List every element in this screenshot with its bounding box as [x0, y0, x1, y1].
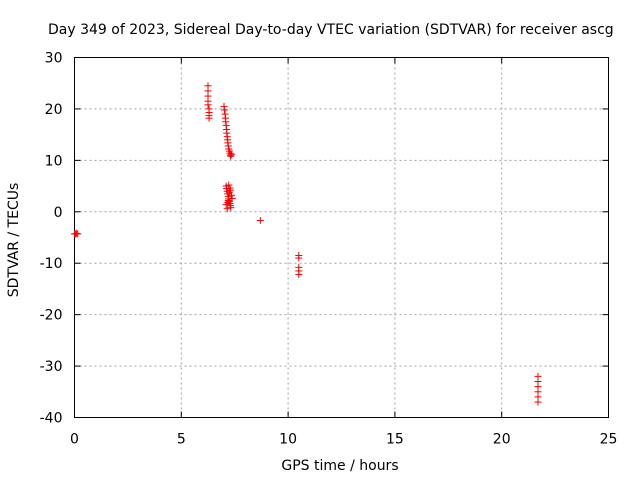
data-point	[295, 254, 303, 262]
data-point	[204, 101, 212, 109]
y-axis-label: SDTVAR / TECUs	[6, 183, 22, 298]
y-tick-label: -40	[40, 411, 63, 427]
data-point	[227, 150, 235, 158]
grid	[74, 57, 609, 418]
data-point	[534, 398, 542, 406]
data-point	[224, 196, 232, 204]
y-tick-label: 10	[45, 153, 63, 169]
data-point	[227, 204, 235, 212]
x-tick-label: 10	[279, 432, 297, 448]
data-point	[223, 205, 231, 213]
data-point	[295, 271, 303, 279]
y-tick-label: -30	[40, 359, 63, 375]
y-tick-label: -20	[40, 308, 63, 324]
x-axis-label: GPS time / hours	[281, 458, 398, 474]
y-tick-label: 0	[54, 205, 63, 221]
x-tick-label: 0	[70, 432, 79, 448]
y-tick-label: 20	[45, 102, 63, 118]
chart-title: Day 349 of 2023, Sidereal Day-to-day VTE…	[48, 22, 614, 38]
data-point	[222, 201, 230, 209]
data-point	[225, 181, 233, 189]
data-points	[71, 82, 542, 406]
y-tick-label: 30	[45, 51, 63, 67]
axis-ticks: 0 5 10 15 20 25 -40 -30 -20 -10 0 10 20 30	[40, 51, 618, 448]
data-point	[73, 229, 81, 237]
data-point	[220, 106, 228, 114]
data-point	[228, 194, 236, 202]
plot-frame	[74, 57, 609, 418]
data-point	[256, 217, 264, 225]
x-tick-label: 15	[386, 432, 404, 448]
data-point	[227, 191, 235, 199]
data-point	[74, 230, 82, 238]
x-tick-label: 20	[493, 432, 511, 448]
x-tick-label: 5	[177, 432, 186, 448]
data-point	[205, 114, 213, 122]
data-point	[226, 184, 234, 192]
y-tick-label: -10	[40, 256, 63, 272]
x-tick-label: 25	[600, 432, 618, 448]
